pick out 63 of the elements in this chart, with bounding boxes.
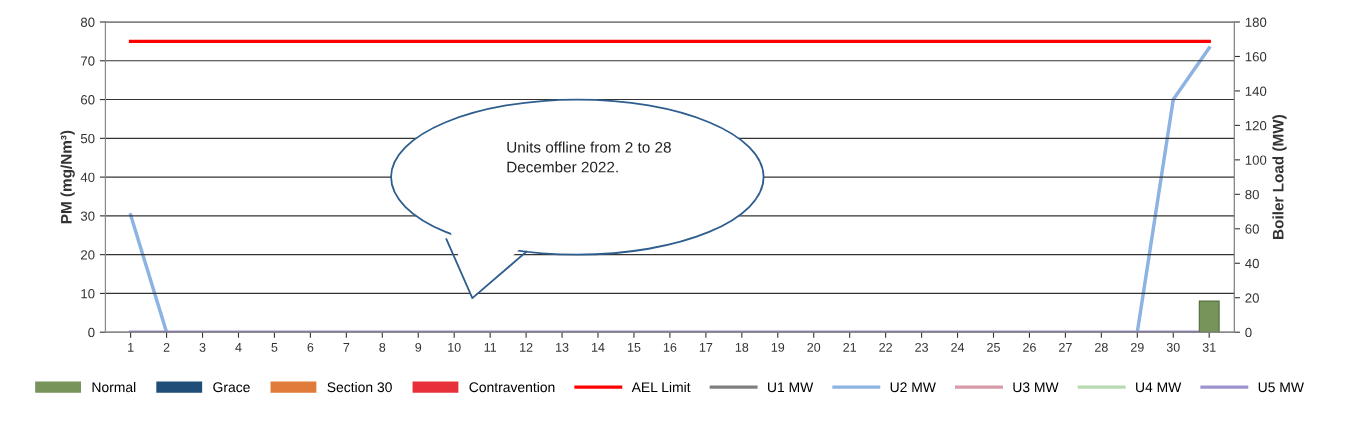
x-tick-label: 14 xyxy=(592,343,605,352)
x-tick-label: 3 xyxy=(199,342,206,352)
y-axis-title: PM (mg/Nm³) xyxy=(60,130,75,224)
y-tick-label: 60 xyxy=(81,95,95,105)
x-tick-label: 4 xyxy=(235,343,242,352)
y2-tick-label: 120 xyxy=(1245,120,1267,131)
x-tick-label: 12 xyxy=(520,342,533,352)
legend-label: U4 MW xyxy=(1136,382,1182,393)
legend-label: Section 30 xyxy=(327,381,392,393)
x-tick-label: 29 xyxy=(1130,342,1144,352)
x-tick-label: 13 xyxy=(556,342,569,352)
legend-label: U2 MW xyxy=(890,382,936,393)
y-tick-label: 40 xyxy=(80,172,95,183)
y-tick-label: 10 xyxy=(81,288,95,299)
y-tick-label: 30 xyxy=(80,211,95,221)
x-tick-label: 21 xyxy=(843,342,857,352)
x-tick-label: 26 xyxy=(1023,342,1036,352)
x-tick-label: 11 xyxy=(484,343,497,352)
y2-tick-label: 0 xyxy=(1245,327,1252,338)
x-tick-label: 17 xyxy=(699,343,713,352)
y-tick-label: 50 xyxy=(80,133,95,144)
x-tick-label: 7 xyxy=(343,343,350,352)
x-tick-label: 20 xyxy=(807,342,821,352)
x-tick-label: 9 xyxy=(415,342,422,352)
y2-tick-label: 40 xyxy=(1245,258,1259,269)
x-tick-label: 23 xyxy=(915,342,928,352)
x-tick-label: 5 xyxy=(271,343,278,352)
x-tick-label: 31 xyxy=(1202,342,1216,352)
y2-tick-label: 60 xyxy=(1245,224,1259,234)
y2-tick-label: 80 xyxy=(1245,189,1259,200)
legend-label: U3 MW xyxy=(1013,382,1059,393)
y2-tick-label: 140 xyxy=(1245,86,1267,96)
y2-axis-title: Boiler Load (MW) xyxy=(1272,115,1287,239)
x-tick-label: 10 xyxy=(448,342,461,352)
x-tick-label: 16 xyxy=(663,342,677,352)
x-tick-label: 18 xyxy=(735,342,749,352)
x-tick-label: 8 xyxy=(379,342,386,352)
legend-label: Grace xyxy=(213,382,250,393)
x-tick-label: 1 xyxy=(128,343,134,352)
x-tick-label: 6 xyxy=(307,342,314,352)
annotation: Units offline from 2 to 28 December 2022. xyxy=(507,141,671,173)
legend-label: Normal xyxy=(92,381,136,393)
x-tick-label: 22 xyxy=(879,342,892,352)
y-tick-label: 80 xyxy=(80,17,95,27)
y-tick-label: 0 xyxy=(88,327,95,338)
x-tick-label: 25 xyxy=(987,342,1000,352)
y2-tick-label: 20 xyxy=(1245,293,1259,303)
legend-label: Contravention xyxy=(469,381,555,393)
y-tick-label: 20 xyxy=(81,250,95,260)
x-tick-label: 27 xyxy=(1059,342,1072,352)
legend-label: U1 MW xyxy=(768,382,814,393)
x-tick-label: 28 xyxy=(1095,342,1108,352)
y2-tick-label: 180 xyxy=(1245,17,1267,27)
x-tick-label: 30 xyxy=(1166,342,1180,352)
y-tick-label: 70 xyxy=(81,56,95,66)
x-tick-label: 15 xyxy=(627,343,641,352)
legend-label: AEL Limit xyxy=(631,381,691,393)
y2-tick-label: 160 xyxy=(1245,52,1267,62)
x-tick-label: 19 xyxy=(771,342,785,352)
x-tick-label: 24 xyxy=(951,342,965,352)
x-tick-label: 2 xyxy=(163,342,170,352)
legend-label: U5 MW xyxy=(1258,382,1304,393)
y2-tick-label: 100 xyxy=(1245,155,1267,165)
